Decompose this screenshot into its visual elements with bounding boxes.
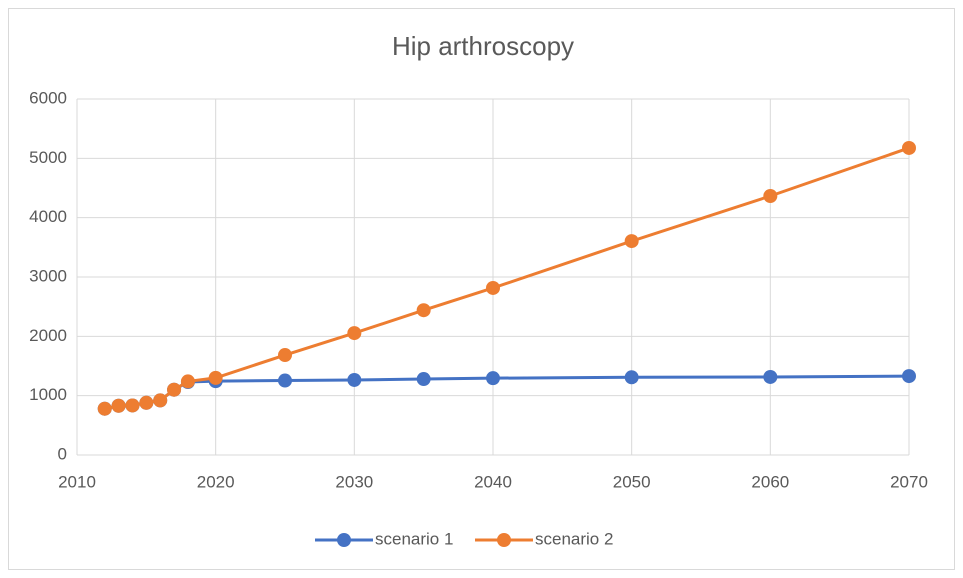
legend-label: scenario 2	[535, 529, 613, 548]
legend-label: scenario 1	[375, 529, 453, 548]
legend-swatch-marker	[337, 533, 351, 547]
data-point	[624, 370, 639, 385]
chart-title: Hip arthroscopy	[392, 31, 574, 61]
y-tick-label: 1000	[29, 385, 67, 404]
y-tick-label: 0	[58, 444, 67, 463]
y-tick-label: 2000	[29, 326, 67, 345]
x-tick-label: 2030	[335, 472, 373, 491]
data-point	[902, 369, 916, 384]
data-point	[486, 280, 500, 295]
data-point	[416, 372, 431, 387]
data-point	[278, 373, 292, 388]
data-point	[347, 326, 362, 341]
x-tick-label: 2040	[474, 472, 512, 491]
data-point	[902, 140, 916, 155]
y-tick-label: 4000	[29, 207, 67, 226]
x-tick-label: 2010	[58, 472, 96, 491]
data-point	[347, 372, 362, 387]
y-tick-label: 5000	[29, 148, 67, 167]
data-point	[125, 398, 140, 413]
legend-swatch-marker	[497, 533, 511, 547]
data-point	[416, 303, 431, 318]
x-tick-label: 2060	[751, 472, 789, 491]
data-point	[180, 374, 195, 389]
data-point	[763, 189, 778, 204]
y-tick-label: 6000	[29, 88, 67, 107]
data-point	[624, 234, 639, 249]
x-tick-label: 2020	[197, 472, 235, 491]
data-point	[278, 348, 292, 363]
chart-border	[8, 8, 955, 570]
data-point	[111, 398, 126, 413]
data-point	[153, 393, 168, 408]
data-point	[208, 370, 223, 385]
data-point	[97, 401, 112, 416]
data-point	[486, 371, 500, 386]
y-tick-label: 3000	[29, 266, 67, 285]
x-tick-label: 2070	[890, 472, 928, 491]
data-point	[139, 395, 154, 410]
x-tick-label: 2050	[613, 472, 651, 491]
data-point	[763, 369, 778, 384]
data-point	[167, 382, 182, 397]
